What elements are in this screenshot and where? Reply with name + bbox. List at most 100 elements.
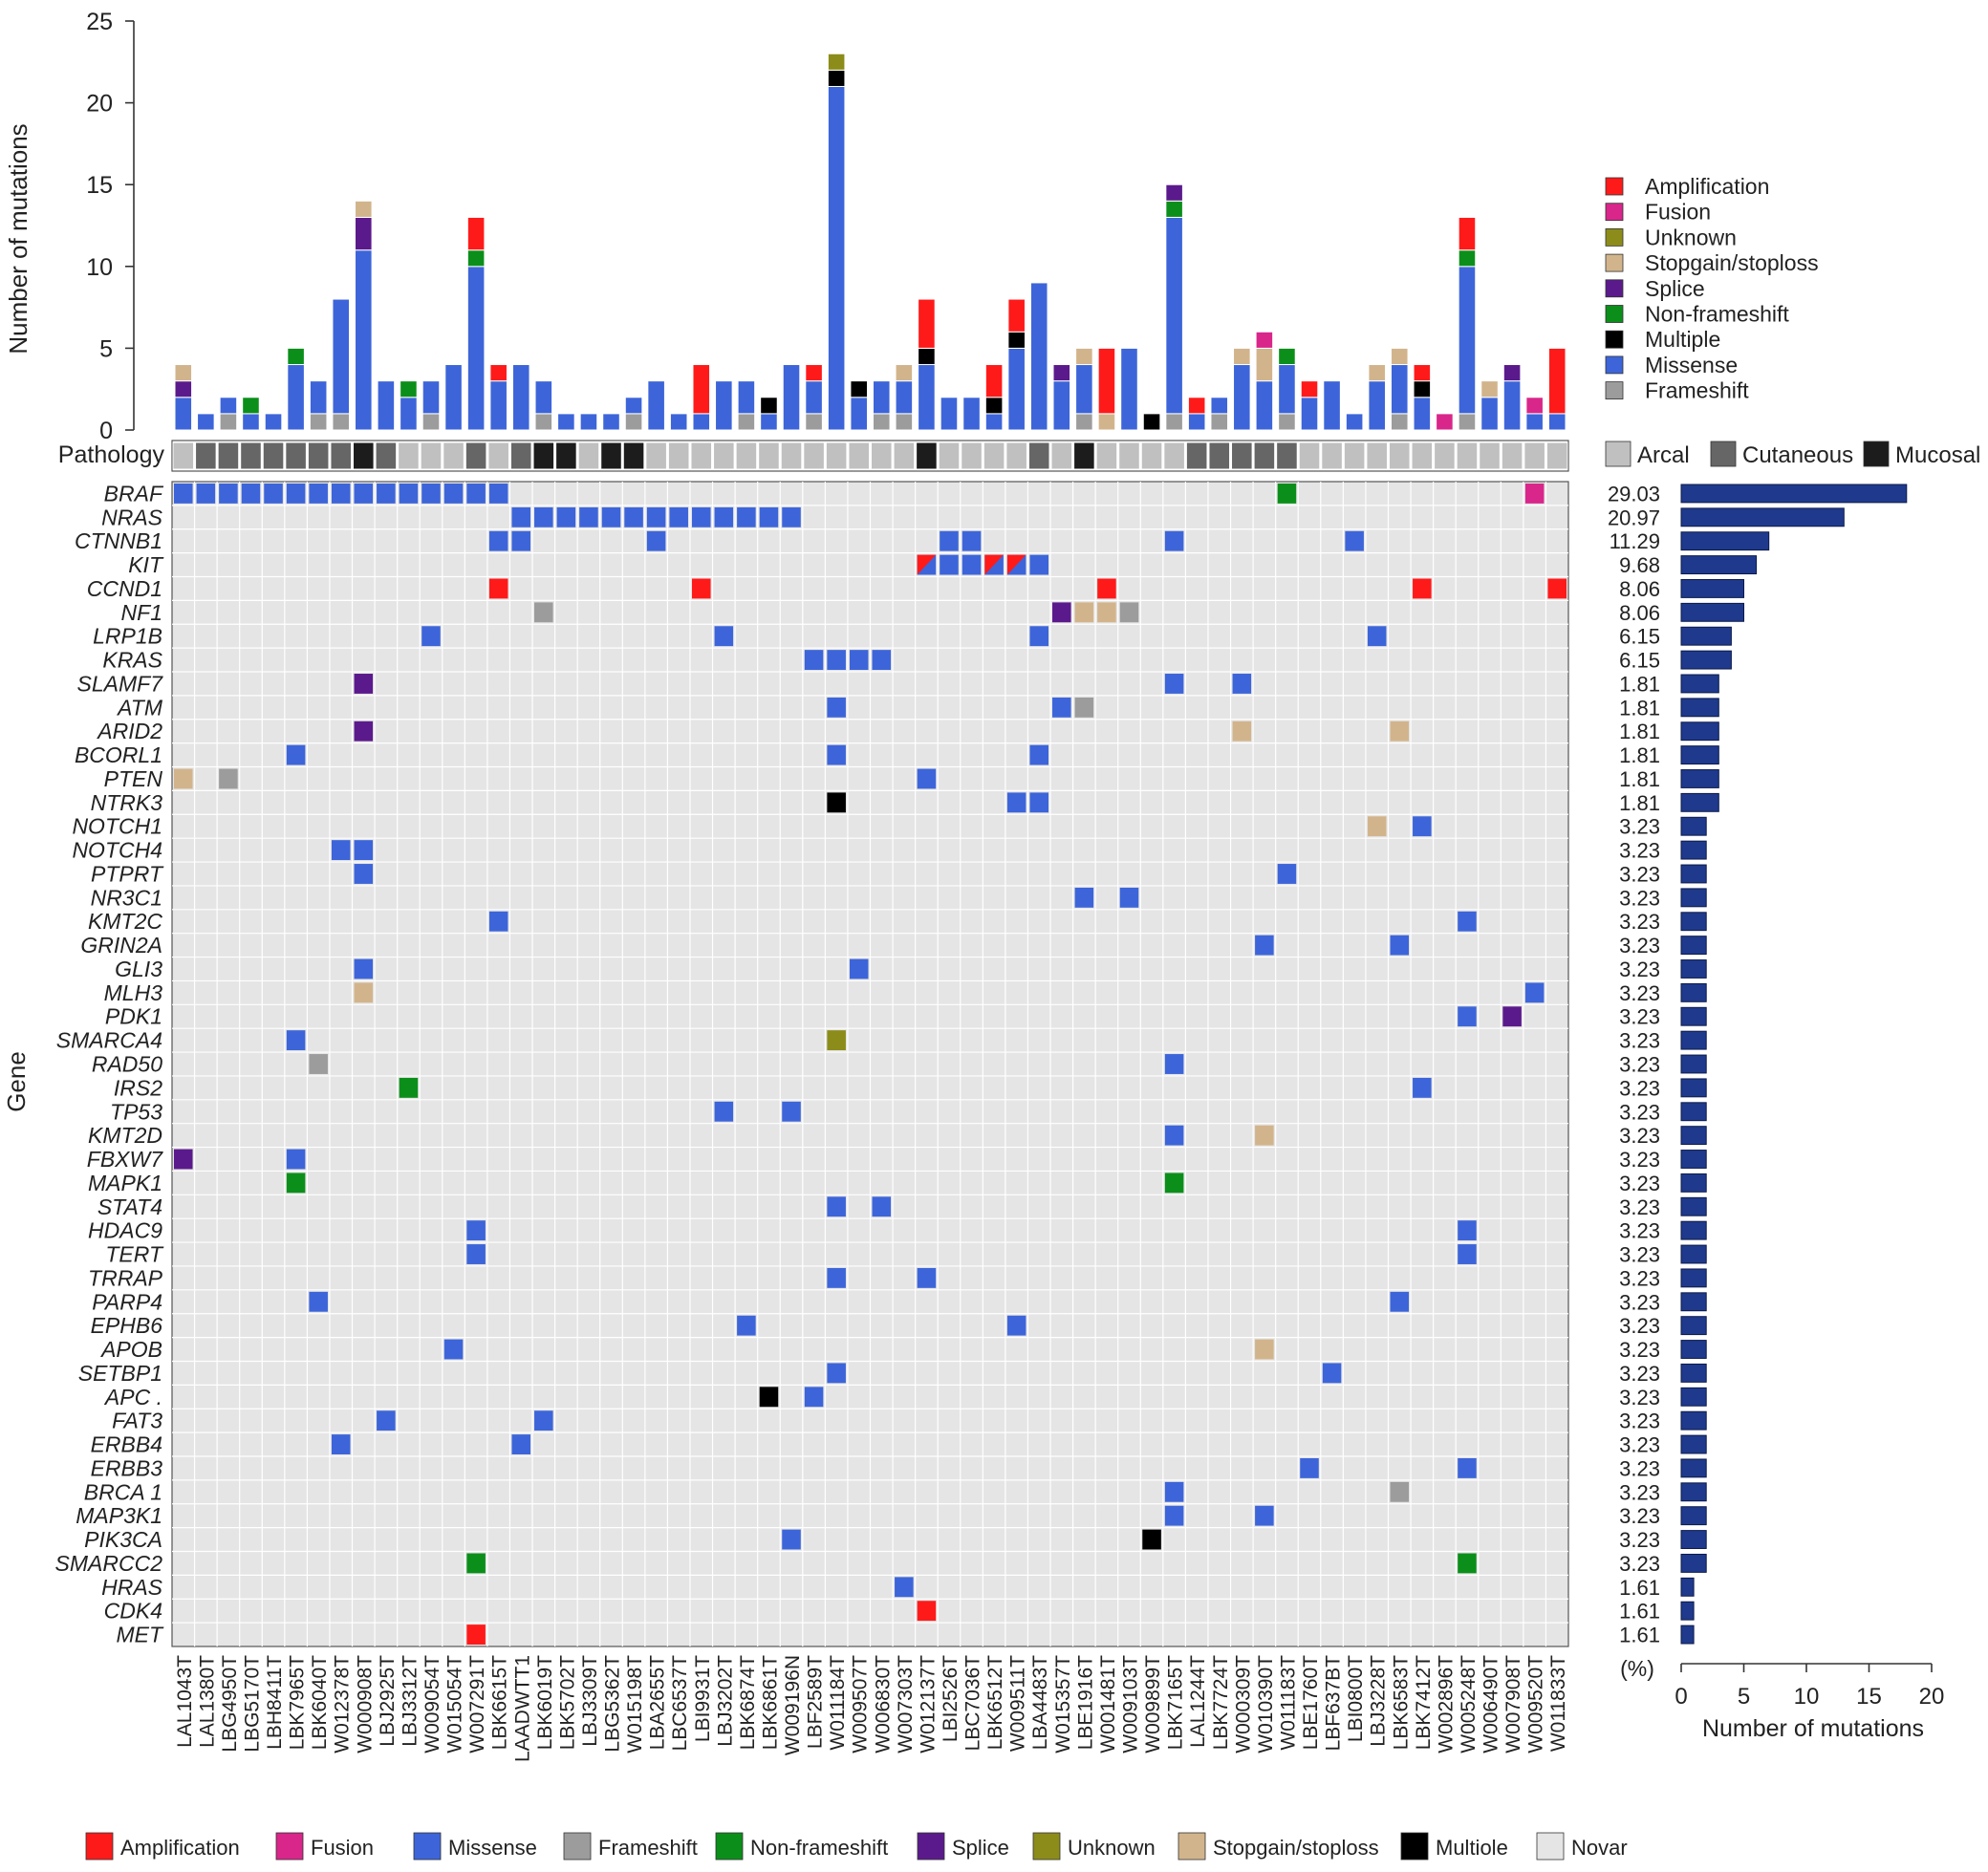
alteration-cell-missense	[1164, 1125, 1184, 1146]
bar-segment-missense	[805, 380, 823, 415]
bottom-legend-swatch-unknown	[1032, 1832, 1061, 1861]
pathology-track: Pathology	[58, 440, 1569, 472]
legend-label: Stopgain/stoploss	[1645, 250, 1819, 275]
gene-label: GRIN2A	[80, 933, 162, 958]
frequency-bar	[1680, 555, 1758, 575]
alteration-cell-missense	[782, 1101, 801, 1122]
sample-label: LBJ3228T	[1368, 1655, 1390, 1747]
legend-swatch-fusion	[1605, 203, 1624, 222]
frequency-percent-label: 11.29	[1610, 529, 1660, 553]
alteration-cell-missense	[1458, 1244, 1477, 1264]
alteration-cell-missense	[849, 958, 869, 979]
bar-segment-missense	[332, 298, 351, 415]
pathology-cell-arcal	[1501, 441, 1523, 470]
alteration-cell-missense	[1322, 1363, 1342, 1384]
bottom-legend-label: Fusion	[311, 1836, 374, 1860]
alteration-cell-missense	[827, 1196, 846, 1217]
frequency-tick-label: 10	[1794, 1684, 1820, 1710]
alteration-cell-non-frameshift	[466, 1553, 486, 1574]
frequency-percent-label: 3.23	[1619, 839, 1660, 863]
sample-label: LAADWTT1	[511, 1655, 533, 1762]
bar-segment-amplification	[1097, 347, 1116, 415]
bar-segment-frameshift	[1458, 413, 1477, 431]
sample-label: W007908T	[1502, 1655, 1524, 1754]
alteration-cell-missense	[1164, 1505, 1184, 1526]
pathology-track-label: Pathology	[58, 441, 165, 468]
alteration-cell-missense	[646, 530, 666, 551]
alteration-cell-amplification	[984, 554, 1004, 575]
frequency-percent-label: 1.61	[1619, 1576, 1660, 1600]
alteration-cell-missense	[309, 1291, 328, 1312]
frequency-percent-label: 3.23	[1619, 1266, 1660, 1290]
bar-segment-missense	[1075, 364, 1093, 415]
bar-segment-missense	[873, 380, 891, 415]
bottom-legend-swatch-multiple	[1400, 1832, 1429, 1861]
pathology-cell-cutaneous	[285, 441, 307, 470]
frequency-bar	[1680, 1006, 1707, 1026]
gene-frequency-bars: (%) Number of mutations 29.0320.9711.299…	[1608, 482, 1944, 1742]
bar-segment-amplification	[1413, 364, 1432, 382]
bar-segment-missense	[1165, 216, 1183, 415]
alteration-cell-splice	[174, 1149, 193, 1170]
pathology-cell-cutaneous	[1185, 441, 1208, 470]
bar-segment-amplification	[489, 364, 508, 382]
pathology-cell-arcal	[1140, 441, 1163, 470]
gene-label: IRS2	[114, 1075, 162, 1100]
bar-segment-frameshift	[895, 413, 914, 431]
gene-label: SLAMF7	[77, 671, 164, 696]
frequency-percent-label: 3.23	[1619, 958, 1660, 981]
alteration-cell-missense	[601, 506, 621, 527]
sample-label: LBG5170T	[241, 1655, 263, 1753]
frequency-bar	[1680, 531, 1770, 551]
sample-label: LBK7412T	[1413, 1655, 1435, 1750]
bar-segment-frameshift	[534, 413, 553, 431]
alteration-cell-stopgain-stoploss	[1367, 816, 1387, 837]
bar-segment-frameshift	[219, 413, 238, 431]
pathology-cell-arcal	[690, 441, 713, 470]
sample-label: LBJ2925T	[377, 1655, 399, 1747]
frequency-bar	[1680, 1030, 1707, 1050]
sample-label: LBH8411T	[264, 1655, 286, 1750]
bar-segment-splice	[355, 216, 373, 251]
frequency-percent-label: 3.23	[1619, 1409, 1660, 1433]
bar-segment-amplification	[466, 216, 486, 251]
alteration-cell-missense	[286, 484, 306, 504]
alteration-cell-missense	[421, 484, 441, 504]
gene-label: SMARCC2	[55, 1551, 163, 1576]
sample-label: W009103T	[1119, 1655, 1141, 1754]
sample-label: W012378T	[332, 1655, 354, 1754]
pathology-cell-arcal	[1095, 441, 1118, 470]
sample-label: LBF637BT	[1323, 1655, 1345, 1752]
frequency-bar	[1680, 1482, 1707, 1502]
bar-segment-frameshift	[1278, 413, 1296, 431]
alteration-cell-missense	[1119, 887, 1139, 908]
frequency-bar	[1680, 507, 1845, 527]
sample-label: W011184T	[827, 1655, 849, 1751]
gene-label: MLH3	[104, 980, 163, 1005]
bar-segment-missense	[444, 364, 463, 431]
alteration-cell-frameshift	[309, 1054, 328, 1074]
bar-segment-amplification	[1187, 397, 1206, 415]
legend-swatch-non-frameshift	[1605, 305, 1624, 323]
pathology-legend-label: Arcal	[1637, 442, 1690, 468]
sample-label: W006490T	[1480, 1655, 1502, 1754]
alteration-cell-stopgain-stoploss	[1097, 602, 1116, 623]
bar-segment-missense	[1007, 347, 1026, 431]
alteration-cell-splice	[354, 721, 374, 742]
bar-segment-missense	[984, 413, 1004, 431]
gene-label: ARID2	[96, 719, 162, 743]
gene-label: PTEN	[104, 766, 163, 791]
frequency-percent-label: 3.23	[1619, 886, 1660, 910]
frequency-bar	[1680, 650, 1732, 670]
pathology-cell-arcal	[1321, 441, 1343, 470]
alteration-cell-missense	[962, 530, 982, 551]
alteration-cell-missense	[443, 1339, 464, 1360]
pathology-cell-cutaneous	[262, 441, 285, 470]
gene-label: MET	[116, 1623, 164, 1647]
legend-label: Unknown	[1645, 225, 1737, 249]
frequency-bar	[1680, 1530, 1707, 1549]
alteration-cell-multiple	[1142, 1529, 1161, 1550]
frequency-percent-label: 3.23	[1619, 1029, 1660, 1053]
pathology-cell-arcal	[1343, 441, 1366, 470]
